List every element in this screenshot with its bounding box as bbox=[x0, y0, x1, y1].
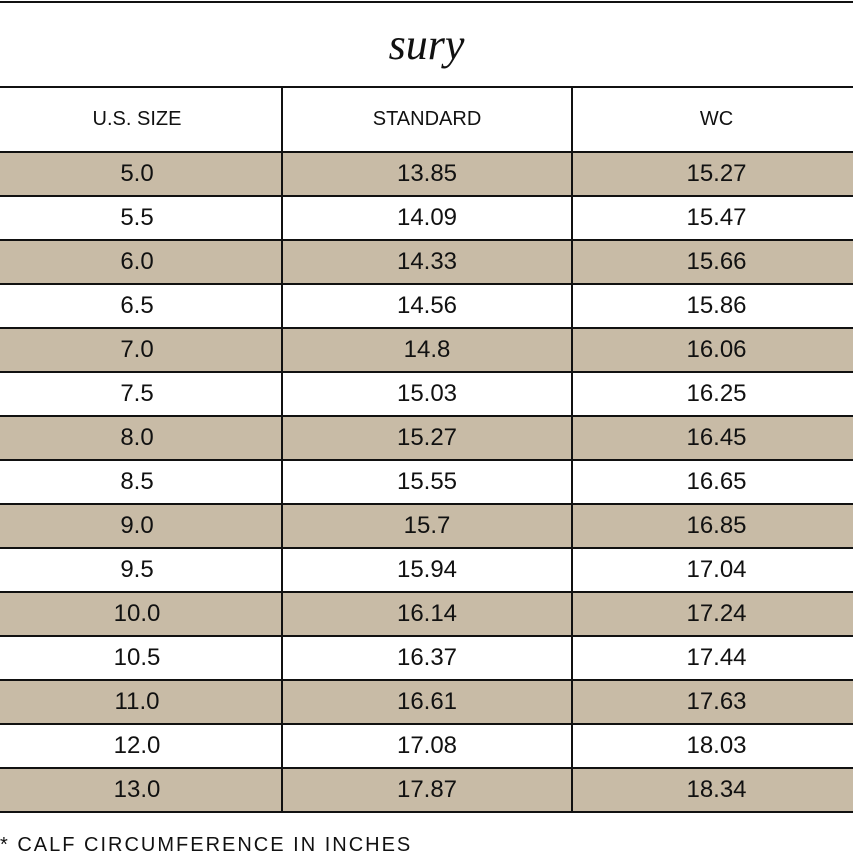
table-cell: 12.0 bbox=[113, 732, 161, 759]
table-cell: 18.03 bbox=[686, 732, 747, 759]
rule bbox=[0, 591, 853, 593]
table-cell: 16.61 bbox=[396, 688, 458, 715]
rule bbox=[0, 239, 853, 241]
row-shade bbox=[0, 504, 853, 548]
rule bbox=[0, 459, 853, 461]
table-cell: 14.8 bbox=[403, 336, 451, 363]
rule bbox=[0, 415, 853, 417]
rule bbox=[0, 371, 853, 373]
rule bbox=[0, 195, 853, 197]
rule bbox=[0, 327, 853, 329]
rule bbox=[0, 679, 853, 681]
table-cell: 17.08 bbox=[396, 732, 458, 759]
table-cell: 14.33 bbox=[396, 248, 458, 275]
brand-title: sury bbox=[388, 20, 465, 69]
rule bbox=[0, 86, 853, 88]
footnote: * CALF CIRCUMFERENCE IN INCHES bbox=[0, 834, 413, 856]
table-cell: 17.24 bbox=[686, 600, 747, 627]
table-cell: 15.27 bbox=[686, 160, 747, 187]
table-cell: 15.7 bbox=[403, 512, 451, 539]
row-shade bbox=[0, 152, 853, 196]
table-cell: 15.03 bbox=[396, 380, 458, 407]
row-shade bbox=[0, 240, 853, 284]
row-shade bbox=[0, 328, 853, 372]
table-cell: 5.5 bbox=[120, 204, 154, 231]
table-cell: 10.5 bbox=[113, 644, 161, 671]
header-cell: WC bbox=[699, 108, 734, 130]
table-cell: 15.94 bbox=[396, 556, 458, 583]
row-shade bbox=[0, 768, 853, 812]
table-cell: 6.0 bbox=[120, 248, 154, 275]
table-cell: 7.0 bbox=[120, 336, 154, 363]
table-cell: 13.0 bbox=[113, 776, 161, 803]
table-cell: 18.34 bbox=[686, 776, 747, 803]
table-cell: 15.55 bbox=[396, 468, 458, 495]
row-shade bbox=[0, 680, 853, 724]
table-cell: 15.27 bbox=[396, 424, 458, 451]
table-cell: 13.85 bbox=[396, 160, 458, 187]
table-cell: 17.87 bbox=[396, 776, 458, 803]
table-cell: 16.14 bbox=[396, 600, 458, 627]
table-cell: 7.5 bbox=[120, 380, 154, 407]
rule bbox=[0, 723, 853, 725]
table-cell: 16.37 bbox=[396, 644, 458, 671]
table-cell: 8.0 bbox=[120, 424, 154, 451]
table-cell: 5.0 bbox=[120, 160, 154, 187]
header-cell: STANDARD bbox=[372, 108, 482, 130]
table-cell: 16.65 bbox=[686, 468, 747, 495]
table-cell: 14.09 bbox=[396, 204, 458, 231]
column-rule bbox=[571, 87, 573, 812]
table-cell: 11.0 bbox=[114, 688, 160, 715]
table-cell: 15.47 bbox=[686, 204, 747, 231]
table-cell: 17.63 bbox=[686, 688, 747, 715]
table-cell: 10.0 bbox=[113, 600, 161, 627]
rule bbox=[0, 767, 853, 769]
table-cell: 16.85 bbox=[686, 512, 747, 539]
table-cell: 6.5 bbox=[120, 292, 154, 319]
table-cell: 15.66 bbox=[686, 248, 747, 275]
table-cell: 16.25 bbox=[686, 380, 747, 407]
rule bbox=[0, 283, 853, 285]
table-cell: 17.44 bbox=[686, 644, 747, 671]
table-cell: 17.04 bbox=[686, 556, 747, 583]
table-cell: 9.5 bbox=[120, 556, 154, 583]
column-rule bbox=[281, 87, 283, 812]
table-cell: 8.5 bbox=[120, 468, 154, 495]
table-cell: 16.06 bbox=[686, 336, 747, 363]
table-cell: 9.0 bbox=[120, 512, 154, 539]
table-cell: 15.86 bbox=[686, 292, 747, 319]
row-shade bbox=[0, 592, 853, 636]
border bbox=[0, 1, 853, 3]
table-cell: 14.56 bbox=[396, 292, 458, 319]
rule bbox=[0, 811, 853, 813]
table-cell: 16.45 bbox=[686, 424, 747, 451]
row-shade bbox=[0, 416, 853, 460]
rule bbox=[0, 635, 853, 637]
rule bbox=[0, 151, 853, 153]
rule bbox=[0, 503, 853, 505]
rule bbox=[0, 547, 853, 549]
header-cell: U.S. SIZE bbox=[92, 108, 182, 130]
